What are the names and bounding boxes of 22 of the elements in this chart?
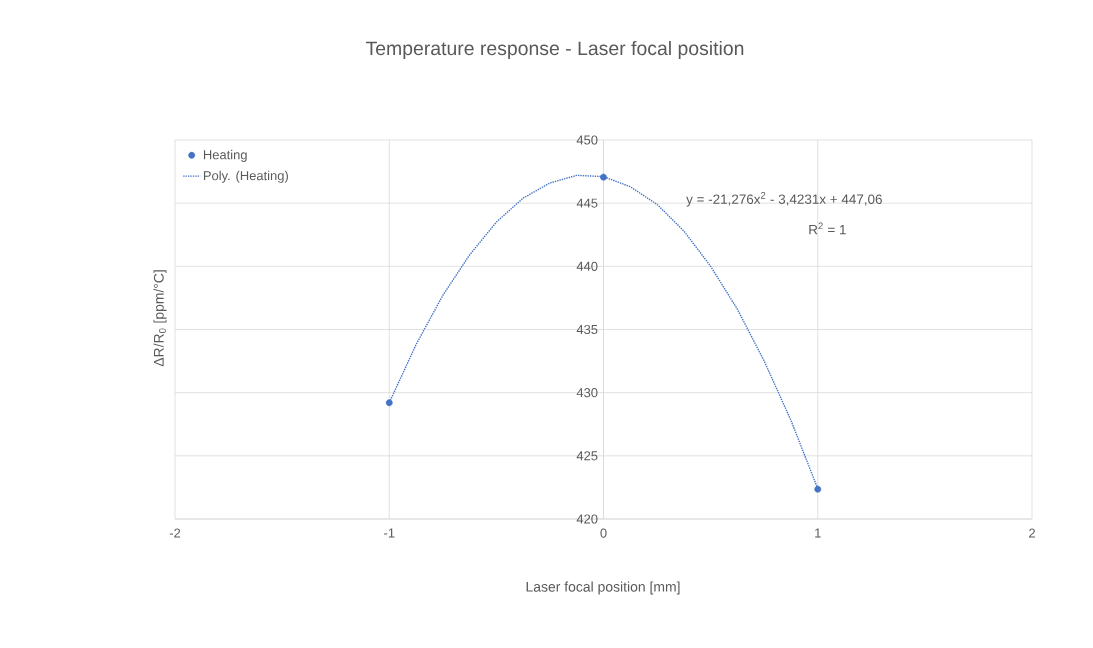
y-tick-label: 430: [576, 388, 598, 398]
y-tick-label: 420: [576, 514, 598, 524]
x-tick-label: -2: [169, 528, 181, 538]
point: [385, 399, 393, 407]
legend-label: Heating: [203, 149, 247, 162]
x-axis-title: Laser focal position [mm]: [526, 581, 680, 595]
y-tick-label: 445: [576, 198, 598, 208]
x-tick-label: 1: [815, 528, 821, 538]
y-tick-label: 435: [576, 324, 598, 335]
annotation: y = -21,276x$^{2}$ - 3,4231x + 447,06: [686, 192, 882, 207]
x-tick-label: 2: [1029, 528, 1035, 538]
point: [600, 173, 607, 181]
y-tick-label: 450: [576, 135, 598, 145]
point: [814, 485, 822, 493]
chart-title: Temperature response - Laser focal position: [365, 40, 744, 60]
x-tick-label: -1: [384, 528, 395, 538]
y-axis-title: ΔR/R$_{0}$ [ppm/°C]: [153, 270, 167, 367]
y-tick-label: 440: [576, 261, 598, 271]
x-tick-label: 0: [600, 528, 607, 538]
y-tick-label: 425: [576, 451, 598, 461]
legend-label: Poly. (Heating): [203, 170, 288, 183]
annotation: R$^{2}$ = 1: [809, 222, 846, 235]
